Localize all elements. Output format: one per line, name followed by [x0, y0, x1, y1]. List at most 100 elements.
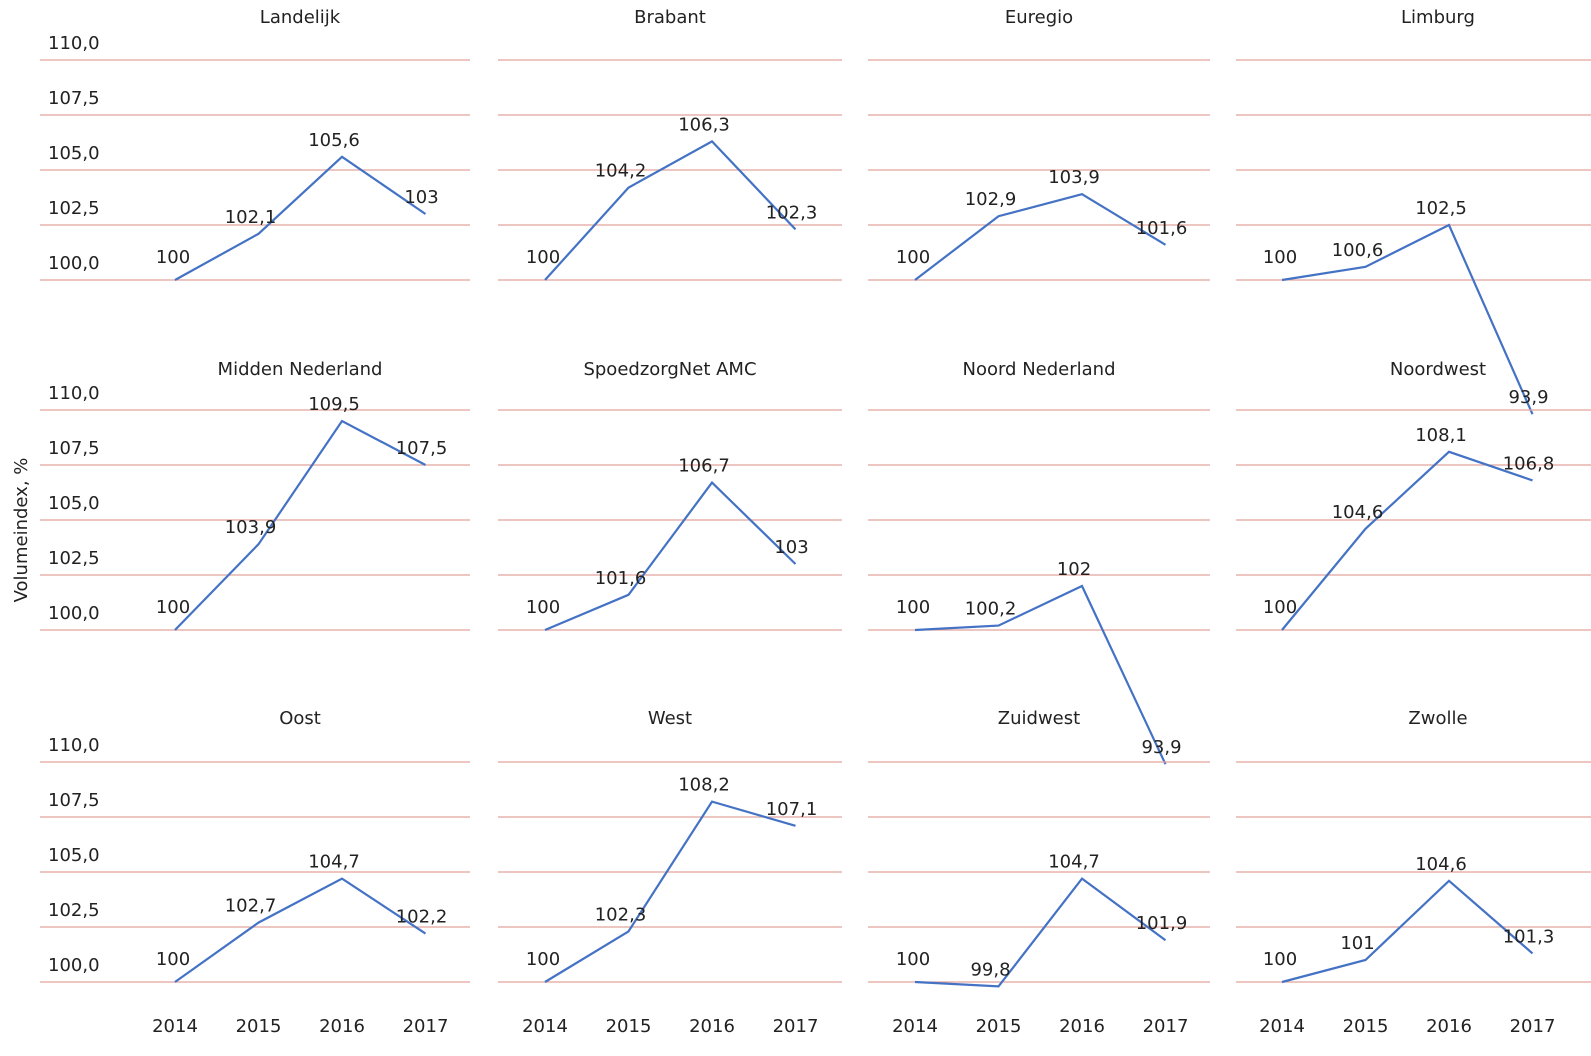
y-tick-label: 102,5 — [48, 548, 100, 569]
y-tick-label: 100,0 — [48, 253, 100, 274]
data-label: 108,2 — [678, 775, 730, 796]
data-label: 102,1 — [225, 207, 277, 228]
data-label: 100 — [1263, 247, 1297, 268]
chart-title: Oost — [279, 708, 321, 729]
data-label: 103 — [774, 537, 808, 558]
chart-title: Limburg — [1401, 7, 1475, 28]
chart-title: Zuidwest — [998, 708, 1080, 729]
data-label: 104,6 — [1415, 854, 1467, 875]
data-label: 101 — [1340, 933, 1374, 954]
data-label: 100 — [896, 597, 930, 618]
data-line — [174, 877, 427, 983]
data-label: 100 — [526, 247, 560, 268]
chart-title: Euregio — [1005, 7, 1073, 28]
x-tick-label: 2017 — [403, 1016, 449, 1037]
y-tick-label: 102,5 — [48, 900, 100, 921]
data-label: 100 — [156, 247, 190, 268]
x-tick-label: 2015 — [606, 1016, 652, 1037]
y-tick-label: 107,5 — [48, 438, 100, 459]
data-line — [544, 480, 797, 632]
data-line — [174, 155, 427, 281]
data-label: 103 — [404, 187, 438, 208]
y-tick-label: 100,0 — [48, 955, 100, 976]
data-label: 104,2 — [595, 161, 647, 182]
data-label: 102,3 — [595, 904, 647, 925]
data-label: 108,1 — [1415, 425, 1467, 446]
data-label: 106,8 — [1503, 453, 1555, 474]
chart-title: Zwolle — [1408, 708, 1467, 729]
x-tick-label: 2016 — [689, 1016, 735, 1037]
data-label: 93,9 — [1141, 737, 1181, 758]
data-label: 101,6 — [1136, 218, 1188, 239]
data-line — [1281, 450, 1533, 631]
data-label: 102 — [1057, 559, 1091, 580]
x-tick-label: 2014 — [522, 1016, 568, 1037]
data-label: 100,6 — [1332, 240, 1384, 261]
data-line — [914, 584, 1167, 765]
data-label: 99,8 — [970, 959, 1010, 980]
x-tick-label: 2015 — [976, 1016, 1022, 1037]
data-line — [1281, 223, 1534, 415]
chart-title: Noord Nederland — [962, 359, 1115, 380]
y-tick-label: 105,0 — [48, 143, 100, 164]
data-label: 100 — [1263, 597, 1297, 618]
data-label: 102,2 — [396, 907, 448, 928]
data-label: 93,9 — [1508, 387, 1548, 408]
data-label: 102,7 — [225, 896, 277, 917]
chart-title: Landelijk — [260, 7, 341, 28]
data-label: 101,6 — [595, 568, 647, 589]
data-line — [914, 193, 1167, 281]
data-label: 104,6 — [1332, 502, 1384, 523]
y-tick-label: 110,0 — [48, 33, 100, 54]
chart-title: Brabant — [634, 7, 706, 28]
x-tick-label: 2015 — [236, 1016, 282, 1037]
data-label: 103,9 — [1048, 167, 1100, 188]
data-label: 109,5 — [308, 394, 360, 415]
y-tick-label: 107,5 — [48, 790, 100, 811]
data-line — [544, 140, 797, 281]
data-label: 100 — [896, 949, 930, 970]
x-tick-label: 2016 — [1059, 1016, 1105, 1037]
y-tick-label: 102,5 — [48, 198, 100, 219]
data-label: 101,9 — [1136, 913, 1188, 934]
y-tick-label: 107,5 — [48, 88, 100, 109]
data-line — [914, 877, 1167, 988]
y-tick-label: 110,0 — [48, 383, 100, 404]
y-tick-label: 110,0 — [48, 735, 100, 756]
data-label: 102,9 — [965, 189, 1017, 210]
data-label: 106,7 — [678, 456, 730, 477]
x-tick-label: 2016 — [319, 1016, 365, 1037]
chart-title: Noordwest — [1390, 359, 1486, 380]
chart-title: West — [648, 708, 692, 729]
x-tick-label: 2014 — [152, 1016, 198, 1037]
data-label: 104,7 — [1048, 852, 1100, 873]
data-label: 107,5 — [396, 438, 448, 459]
data-label: 107,1 — [766, 799, 818, 820]
x-tick-label: 2016 — [1426, 1016, 1472, 1037]
data-label: 103,9 — [225, 517, 277, 538]
data-line — [1281, 879, 1534, 984]
x-tick-label: 2014 — [1259, 1016, 1305, 1037]
data-label: 104,7 — [308, 852, 360, 873]
data-label: 100 — [156, 949, 190, 970]
y-tick-label: 100,0 — [48, 603, 100, 624]
x-tick-label: 2017 — [773, 1016, 819, 1037]
chart-title: SpoedzorgNet AMC — [583, 359, 756, 380]
data-label: 102,3 — [766, 202, 818, 223]
data-label: 100 — [1263, 949, 1297, 970]
data-label: 101,3 — [1503, 926, 1555, 947]
data-label: 100 — [896, 247, 930, 268]
x-tick-label: 2014 — [892, 1016, 938, 1037]
x-tick-label: 2017 — [1510, 1016, 1556, 1037]
data-line — [544, 800, 796, 983]
data-line — [174, 419, 427, 631]
x-tick-label: 2017 — [1143, 1016, 1189, 1037]
data-label: 100 — [526, 597, 560, 618]
x-tick-label: 2015 — [1343, 1016, 1389, 1037]
y-tick-label: 105,0 — [48, 493, 100, 514]
y-tick-label: 105,0 — [48, 845, 100, 866]
data-label: 100 — [156, 597, 190, 618]
data-label: 105,6 — [308, 130, 360, 151]
data-label: 106,3 — [678, 114, 730, 135]
